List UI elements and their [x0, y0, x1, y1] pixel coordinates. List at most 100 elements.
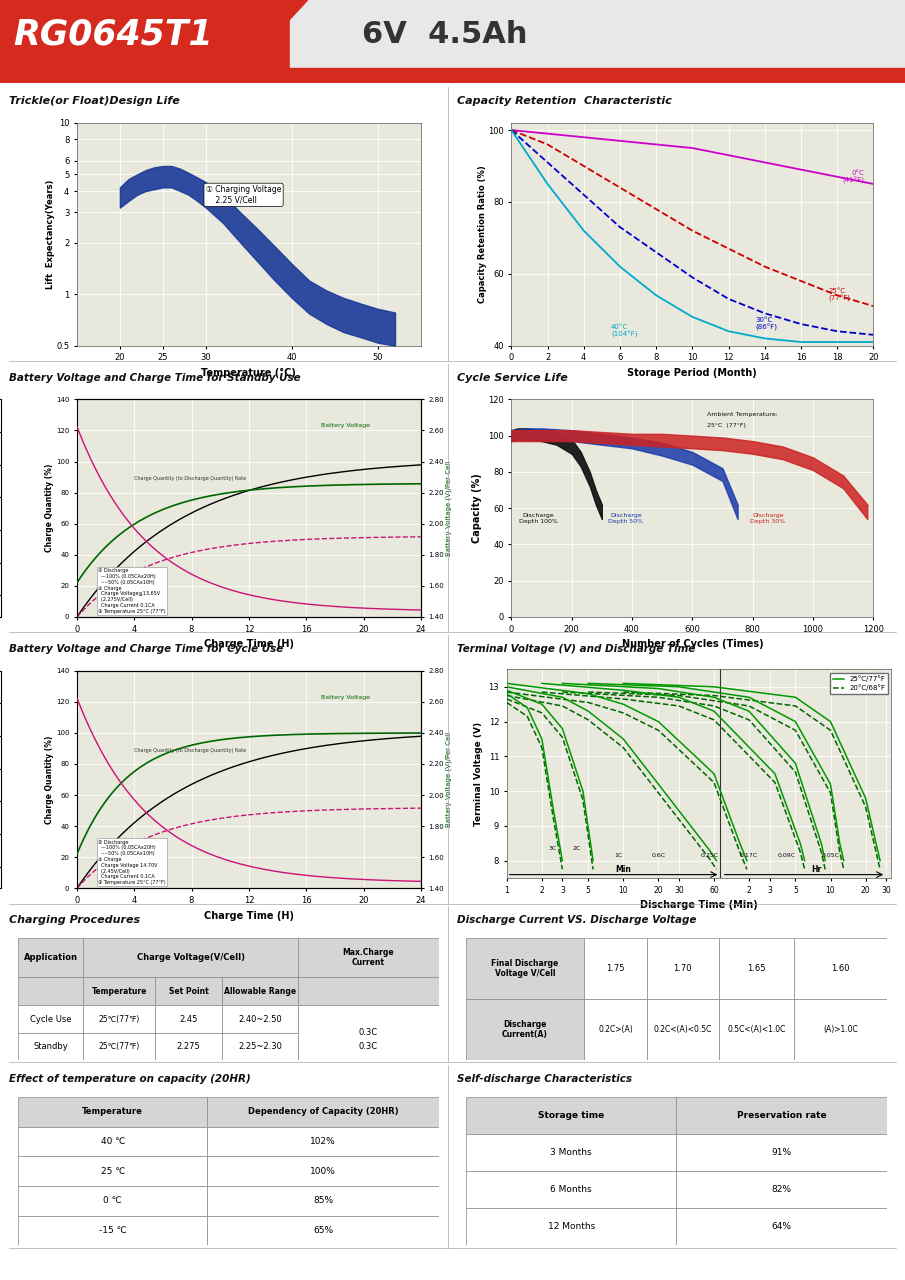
Bar: [18, 1097, 207, 1126]
Text: 12 Months: 12 Months: [548, 1222, 595, 1231]
Bar: [584, 998, 647, 1060]
Bar: [290, 0, 905, 68]
Text: Battery Voltage and Charge Time for Cycle Use: Battery Voltage and Charge Time for Cycl…: [9, 644, 283, 654]
Bar: [18, 1187, 207, 1216]
Text: 91%: 91%: [772, 1148, 792, 1157]
Bar: [83, 1005, 155, 1033]
Bar: [298, 1005, 439, 1060]
Y-axis label: Charge Quantity (%): Charge Quantity (%): [45, 735, 54, 824]
Text: 1.75: 1.75: [606, 964, 624, 973]
Bar: [223, 977, 298, 1005]
Bar: [466, 998, 584, 1060]
Text: Charge Voltage(V/Cell): Charge Voltage(V/Cell): [137, 954, 244, 963]
Bar: [298, 938, 439, 977]
Bar: [83, 977, 155, 1005]
Text: 25°C
(77°F): 25°C (77°F): [828, 288, 850, 302]
Bar: [298, 977, 439, 1005]
Text: Charge Quantity (to Discharge Quantity) Rate: Charge Quantity (to Discharge Quantity) …: [134, 748, 246, 753]
Bar: [719, 998, 795, 1060]
Text: Final Discharge
Voltage V/Cell: Final Discharge Voltage V/Cell: [491, 959, 558, 978]
Bar: [18, 977, 83, 1005]
X-axis label: Discharge Time (Min): Discharge Time (Min): [640, 900, 758, 910]
Bar: [207, 1097, 439, 1126]
Bar: [155, 977, 223, 1005]
X-axis label: Charge Time (H): Charge Time (H): [204, 910, 294, 920]
Text: Hr: Hr: [811, 865, 821, 874]
Bar: [466, 1208, 676, 1245]
Text: Ambient Temperature:: Ambient Temperature:: [708, 412, 778, 417]
Y-axis label: Capacity (%): Capacity (%): [472, 474, 482, 543]
X-axis label: Charge Time (H): Charge Time (H): [204, 639, 294, 649]
Text: Allowable Range: Allowable Range: [224, 987, 296, 996]
Text: 1C: 1C: [614, 854, 622, 858]
Polygon shape: [226, 0, 308, 68]
Bar: [647, 998, 719, 1060]
Text: ① Discharge
  —100% (0.05CAx20H)
  ----50% (0.05CAx10H)
② Charge
  Charge Voltag: ① Discharge —100% (0.05CAx20H) ----50% (…: [99, 840, 166, 886]
Text: 0.05C: 0.05C: [822, 854, 840, 858]
Text: -15 ℃: -15 ℃: [99, 1226, 127, 1235]
Text: 0 ℃: 0 ℃: [103, 1197, 122, 1206]
Bar: [18, 1126, 207, 1156]
Text: 0.25C: 0.25C: [700, 854, 719, 858]
Bar: [676, 1171, 887, 1208]
Bar: [676, 1097, 887, 1134]
Bar: [207, 1156, 439, 1187]
Text: 25 ℃: 25 ℃: [100, 1166, 125, 1176]
Bar: [795, 938, 887, 998]
Bar: [207, 1187, 439, 1216]
Text: Max.Charge
Current: Max.Charge Current: [343, 948, 395, 968]
Text: 100%: 100%: [310, 1166, 336, 1176]
Text: 2C: 2C: [573, 846, 581, 851]
Bar: [466, 1134, 676, 1171]
Bar: [83, 1033, 155, 1060]
Bar: [83, 938, 298, 977]
Text: Min: Min: [615, 865, 632, 874]
X-axis label: Temperature (°C): Temperature (°C): [202, 367, 296, 378]
Bar: [795, 998, 887, 1060]
Text: Battery Voltage and Charge Time for Standby Use: Battery Voltage and Charge Time for Stan…: [9, 372, 300, 383]
Text: 6 Months: 6 Months: [550, 1185, 592, 1194]
Text: 3 Months: 3 Months: [550, 1148, 592, 1157]
Text: 0.2C<(A)<0.5C: 0.2C<(A)<0.5C: [653, 1025, 712, 1034]
Text: Discharge
Depth 50%: Discharge Depth 50%: [608, 513, 643, 524]
Bar: [223, 1033, 298, 1060]
Text: 0.2C>(A): 0.2C>(A): [598, 1025, 633, 1034]
Text: Standby: Standby: [33, 1042, 68, 1051]
Text: 6V  4.5Ah: 6V 4.5Ah: [362, 20, 528, 50]
Text: 25℃(77℉): 25℃(77℉): [99, 1042, 139, 1051]
Bar: [207, 1216, 439, 1245]
Bar: [0, 68, 905, 83]
Text: 0.6C: 0.6C: [652, 854, 665, 858]
Text: 102%: 102%: [310, 1137, 336, 1146]
Text: Battery Voltage: Battery Voltage: [320, 695, 369, 700]
Text: ① Charging Voltage
    2.25 V/Cell: ① Charging Voltage 2.25 V/Cell: [206, 186, 281, 205]
Y-axis label: Charge Quantity (%): Charge Quantity (%): [45, 463, 54, 553]
Text: Cycle Service Life: Cycle Service Life: [457, 372, 567, 383]
Text: Discharge
Current(A): Discharge Current(A): [502, 1020, 548, 1039]
Text: Cycle Use: Cycle Use: [30, 1015, 71, 1024]
Text: Discharge
Depth 100%: Discharge Depth 100%: [519, 513, 557, 524]
Bar: [298, 1033, 439, 1060]
Text: 25°C  (77°F): 25°C (77°F): [708, 422, 747, 428]
Bar: [676, 1208, 887, 1245]
Text: Discharge
Depth 30%: Discharge Depth 30%: [750, 513, 786, 524]
Bar: [298, 1005, 439, 1033]
Text: Terminal Voltage (V) and Discharge Time: Terminal Voltage (V) and Discharge Time: [457, 644, 695, 654]
Text: 2.45: 2.45: [179, 1015, 197, 1024]
Bar: [466, 938, 584, 998]
Text: Battery Voltage: Battery Voltage: [320, 424, 369, 429]
Text: 30°C
(86°F): 30°C (86°F): [756, 317, 777, 332]
Text: 40°C
(104°F): 40°C (104°F): [611, 324, 637, 338]
Bar: [466, 1097, 676, 1134]
Bar: [155, 1005, 223, 1033]
Text: 0.17C: 0.17C: [740, 854, 758, 858]
Text: 0°C
(41°F): 0°C (41°F): [843, 169, 864, 184]
Text: ① Discharge
  —100% (0.05CAx20H)
  ----50% (0.05CAx10H)
② Charge
  Charge Voltag: ① Discharge —100% (0.05CAx20H) ----50% (…: [99, 568, 166, 614]
Bar: [223, 1005, 298, 1033]
Text: 1.70: 1.70: [673, 964, 692, 973]
Text: 64%: 64%: [772, 1222, 792, 1231]
Bar: [584, 938, 647, 998]
Text: Trickle(or Float)Design Life: Trickle(or Float)Design Life: [9, 96, 180, 106]
Bar: [466, 1171, 676, 1208]
Text: 2.275: 2.275: [176, 1042, 200, 1051]
